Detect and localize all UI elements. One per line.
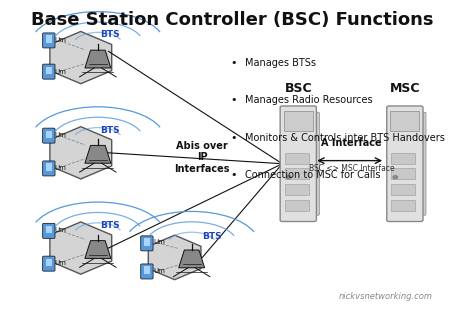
FancyBboxPatch shape [141, 264, 153, 279]
FancyBboxPatch shape [284, 111, 313, 131]
Text: nickvsnetworking.com: nickvsnetworking.com [338, 292, 433, 301]
Polygon shape [85, 146, 111, 163]
Text: Base Station Controller (BSC) Functions: Base Station Controller (BSC) Functions [31, 11, 433, 29]
Text: BTS: BTS [100, 221, 119, 230]
Polygon shape [50, 222, 112, 274]
Text: BSC <> MSC Interface: BSC <> MSC Interface [309, 164, 394, 173]
Text: Connection to MSC for Calls: Connection to MSC for Calls [245, 170, 381, 180]
Text: Monitors & Controls inter BTS Handovers: Monitors & Controls inter BTS Handovers [245, 133, 445, 142]
Text: Um: Um [55, 37, 66, 43]
Text: BTS: BTS [100, 30, 119, 39]
FancyBboxPatch shape [46, 226, 52, 233]
FancyBboxPatch shape [43, 161, 55, 176]
Text: Manages Radio Resources: Manages Radio Resources [245, 95, 373, 105]
Polygon shape [148, 235, 201, 280]
Text: Um: Um [55, 260, 66, 266]
Text: •: • [230, 133, 237, 142]
Text: BSC: BSC [284, 82, 312, 95]
FancyBboxPatch shape [419, 112, 426, 215]
FancyBboxPatch shape [144, 238, 150, 245]
FancyBboxPatch shape [46, 66, 52, 74]
FancyBboxPatch shape [280, 106, 317, 221]
FancyBboxPatch shape [392, 168, 415, 180]
FancyBboxPatch shape [391, 111, 419, 131]
Text: Um: Um [153, 239, 165, 245]
Text: Um: Um [55, 132, 66, 138]
Polygon shape [85, 241, 111, 258]
FancyBboxPatch shape [43, 223, 55, 238]
FancyBboxPatch shape [141, 236, 153, 251]
Text: MSC: MSC [390, 82, 420, 95]
Circle shape [393, 175, 398, 179]
Text: BTS: BTS [100, 126, 119, 135]
FancyBboxPatch shape [392, 152, 415, 164]
Text: Abis over
IP
Interfaces: Abis over IP Interfaces [174, 141, 230, 174]
Polygon shape [50, 127, 112, 179]
Text: Um: Um [55, 227, 66, 233]
Text: Um: Um [55, 69, 66, 75]
FancyBboxPatch shape [43, 33, 55, 48]
Text: A Interface: A Interface [321, 138, 382, 148]
FancyBboxPatch shape [46, 259, 52, 266]
Text: Um: Um [55, 165, 66, 171]
Polygon shape [50, 32, 112, 84]
Text: •: • [230, 170, 237, 180]
Text: •: • [230, 58, 237, 68]
FancyBboxPatch shape [43, 128, 55, 143]
FancyBboxPatch shape [392, 184, 415, 195]
Polygon shape [85, 50, 111, 68]
FancyBboxPatch shape [392, 200, 415, 211]
Text: Manages BTSs: Manages BTSs [245, 58, 316, 68]
FancyBboxPatch shape [285, 168, 309, 180]
Text: BTS: BTS [202, 232, 222, 241]
FancyBboxPatch shape [285, 184, 309, 195]
Polygon shape [179, 250, 205, 268]
FancyBboxPatch shape [313, 112, 319, 215]
FancyBboxPatch shape [285, 200, 309, 211]
Text: •: • [230, 95, 237, 105]
FancyBboxPatch shape [46, 163, 52, 171]
FancyBboxPatch shape [43, 256, 55, 271]
FancyBboxPatch shape [46, 131, 52, 138]
Text: Um: Um [153, 268, 165, 274]
FancyBboxPatch shape [43, 64, 55, 79]
FancyBboxPatch shape [285, 152, 309, 164]
Circle shape [286, 175, 291, 179]
FancyBboxPatch shape [46, 35, 52, 43]
FancyBboxPatch shape [144, 266, 150, 274]
FancyBboxPatch shape [387, 106, 423, 221]
